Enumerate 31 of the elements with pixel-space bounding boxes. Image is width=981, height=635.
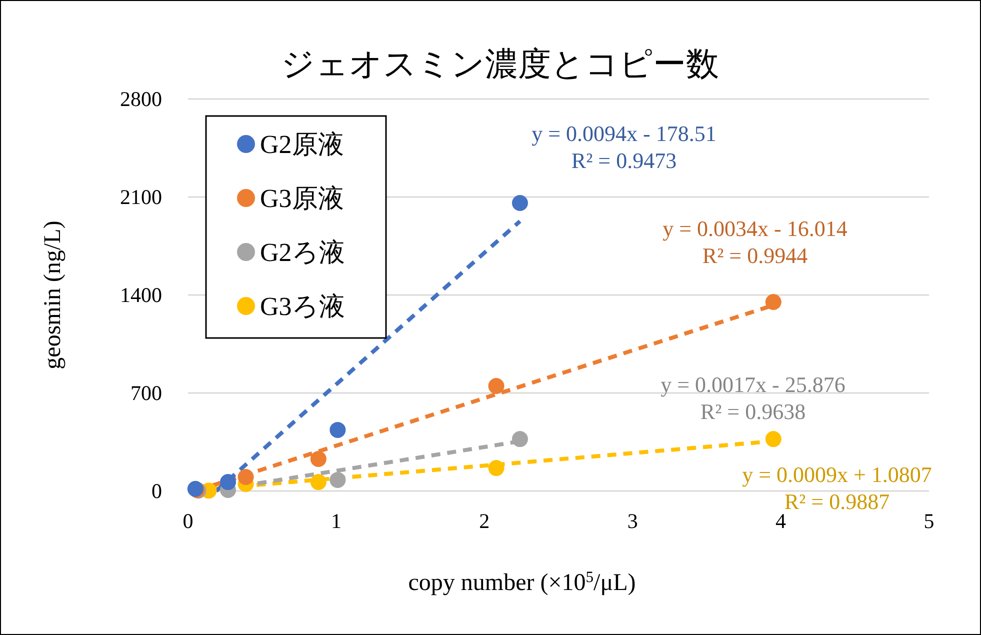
legend-label: G2ろ液 xyxy=(260,238,345,267)
point xyxy=(488,460,504,476)
point xyxy=(330,472,346,488)
x-tick-label: 0 xyxy=(182,509,194,533)
y-tick-label: 2800 xyxy=(120,87,162,111)
annotation: y = 0.0034x - 16.014 R² = 0.9944 xyxy=(662,216,848,268)
y-tick-label: 1400 xyxy=(120,283,162,307)
point xyxy=(220,474,236,490)
point xyxy=(512,431,528,448)
point xyxy=(310,474,326,490)
point xyxy=(765,294,782,310)
y-axis-title: geosmin (ng/L) xyxy=(40,220,66,370)
x-tick-label: 1 xyxy=(330,509,342,533)
point xyxy=(310,450,326,467)
point xyxy=(512,195,528,212)
point xyxy=(765,431,782,448)
x-tick-label: 2 xyxy=(479,509,490,533)
x-tick-label: 3 xyxy=(627,509,638,533)
chart-title: ジェオスミン濃度とコピー数 xyxy=(281,44,719,83)
y-tick-label: 0 xyxy=(152,479,162,503)
point xyxy=(238,469,254,485)
y-tick-label: 700 xyxy=(130,381,162,405)
point xyxy=(488,378,504,394)
annotation: y = 0.0094x - 178.51 R² = 0.9473 xyxy=(532,121,716,173)
x-axis-title: copy number (×10$^{5}$/μL) xyxy=(408,568,636,596)
point xyxy=(330,422,346,438)
annotation: y = 0.0017x - 25.876 R² = 0.9638 xyxy=(660,372,846,424)
legend-label: G3ろ液 xyxy=(260,292,345,321)
legend-label: G3原液 xyxy=(260,184,344,213)
legend-label: G2原液 xyxy=(260,130,344,159)
y-tick-label: 2100 xyxy=(120,185,162,209)
